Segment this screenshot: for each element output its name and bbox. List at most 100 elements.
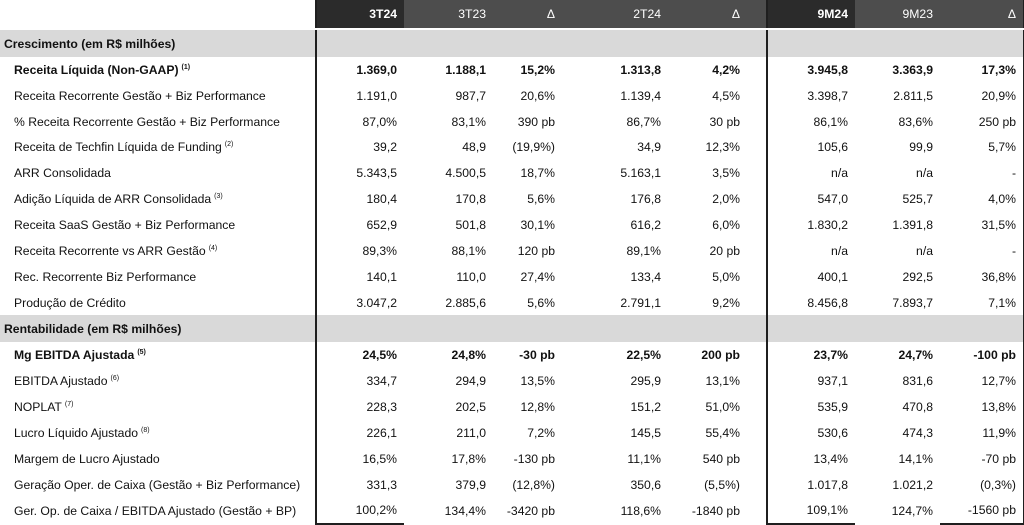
cell-delta-qoq: 51,0% bbox=[705, 400, 740, 415]
row-label-text: Produção de Crédito bbox=[14, 295, 126, 310]
cell-3t23: 294,9 bbox=[455, 374, 487, 389]
cell-3t24: 39,2 bbox=[315, 134, 404, 161]
table-row: Geração Oper. de Caixa (Gestão + Biz Per… bbox=[0, 471, 1024, 498]
cell-3t24: 1.369,0 bbox=[315, 57, 404, 83]
header-delta-qoq: Δ bbox=[668, 0, 747, 30]
cell-delta-qoq: -1840 pb bbox=[691, 503, 740, 518]
cell-delta-9m: (0,3%) bbox=[940, 471, 1024, 498]
header-row: 3T24 3T23 Δ 2T24 Δ 9M24 9M23 Δ bbox=[0, 0, 1024, 30]
table-row: Receita de Techfin Líquida de Funding (2)… bbox=[0, 134, 1024, 161]
cell-3t24: 331,3 bbox=[315, 471, 404, 498]
table-row: Ger. Op. de Caixa / EBITDA Ajustado (Ges… bbox=[0, 497, 1024, 525]
cell-delta-yoy: 390 pb bbox=[517, 114, 555, 129]
cell-2t24: 5.163,1 bbox=[620, 166, 661, 181]
section-filler-cell bbox=[668, 29, 747, 57]
cell-delta-9m: - bbox=[940, 160, 1024, 187]
column-gap bbox=[562, 342, 584, 368]
cell-3t23: 170,8 bbox=[455, 192, 487, 207]
cell-3t23: 2.885,6 bbox=[445, 295, 486, 310]
column-gap bbox=[562, 264, 584, 290]
cell-delta-yoy: 13,5% bbox=[520, 374, 555, 389]
table-row: Receita Recorrente Gestão + Biz Performa… bbox=[0, 82, 1024, 109]
cell-delta-yoy: 120 pb bbox=[517, 243, 555, 258]
column-gap bbox=[747, 109, 767, 135]
cell-2t24: 89,1% bbox=[626, 243, 661, 258]
cell-3t23: 17,8% bbox=[451, 451, 486, 466]
section-filler-cell bbox=[315, 29, 404, 57]
cell-3t24: 24,5% bbox=[315, 342, 404, 369]
cell-3t24: 16,5% bbox=[315, 445, 404, 472]
cell-3t23: 134,4% bbox=[444, 503, 486, 518]
row-label-text: Rec. Recorrente Biz Performance bbox=[14, 269, 197, 284]
cell-2t24: 176,8 bbox=[630, 192, 662, 207]
section-filler-cell bbox=[855, 315, 940, 343]
cell-9m24: 1.830,2 bbox=[766, 212, 855, 238]
cell-delta-yoy: (12,8%) bbox=[512, 477, 555, 492]
cell-3t23: 88,1% bbox=[451, 243, 486, 258]
footnote-marker: (3) bbox=[214, 193, 223, 201]
cell-9m24: 3.945,8 bbox=[766, 57, 855, 83]
row-label: EBITDA Ajustado (6) bbox=[0, 368, 316, 394]
cell-9m23: 1.391,8 bbox=[892, 217, 933, 232]
section-filler-cell bbox=[493, 315, 562, 343]
cell-9m24: 530,6 bbox=[766, 419, 855, 446]
row-label: ARR Consolidada bbox=[0, 160, 316, 186]
row-label: Rec. Recorrente Biz Performance bbox=[0, 264, 316, 290]
section-filler-cell bbox=[562, 29, 584, 57]
footnote-marker: (2) bbox=[224, 141, 234, 149]
cell-9m23: 831,6 bbox=[902, 374, 934, 389]
cell-9m24: 937,1 bbox=[766, 368, 855, 395]
cell-3t24: 180,4 bbox=[315, 186, 404, 213]
cell-9m24: 8.456,8 bbox=[766, 289, 855, 316]
cell-2t24: 11,1% bbox=[627, 451, 661, 466]
row-label-text: Receita SaaS Gestão + Biz Performance bbox=[14, 217, 236, 232]
column-gap bbox=[562, 186, 584, 212]
cell-3t24: 228,3 bbox=[315, 394, 404, 420]
cell-2t24: 151,2 bbox=[630, 400, 662, 415]
cell-delta-yoy: 5,6% bbox=[527, 192, 555, 207]
row-label: NOPLAT (7) bbox=[0, 394, 316, 420]
cell-9m24: 400,1 bbox=[766, 263, 855, 290]
section-title: Crescimento (em R$ milhões) bbox=[0, 29, 316, 57]
column-gap bbox=[747, 186, 767, 212]
column-gap bbox=[562, 135, 584, 161]
table-row: Receita Líquida (Non-GAAP) (1) 1.369,0 1.18… bbox=[0, 57, 1024, 83]
cell-2t24: 295,9 bbox=[630, 374, 662, 389]
column-gap bbox=[747, 135, 767, 161]
section-filler-cell bbox=[747, 315, 767, 343]
cell-3t24: 140,1 bbox=[315, 263, 404, 290]
table-row: Rec. Recorrente Biz Performance 140,1 110,… bbox=[0, 263, 1024, 290]
column-gap bbox=[747, 420, 767, 446]
row-label: % Receita Recorrente Gestão + Biz Perfor… bbox=[0, 109, 316, 135]
column-gap bbox=[747, 212, 767, 238]
table-row: Margem de Lucro Ajustado 16,5% 17,8% -130 p… bbox=[0, 445, 1024, 472]
cell-delta-qoq: 2,0% bbox=[712, 192, 740, 207]
cell-delta-yoy: 30,1% bbox=[520, 217, 555, 232]
column-gap bbox=[747, 394, 767, 420]
cell-9m23: 470,8 bbox=[902, 400, 934, 415]
cell-9m23: 14,1% bbox=[898, 451, 933, 466]
column-gap bbox=[562, 420, 584, 446]
cell-delta-qoq: 55,4% bbox=[705, 425, 740, 440]
cell-3t23: 202,5 bbox=[455, 400, 487, 415]
table-row: Adição Líquida de ARR Consolidada (3) 180,… bbox=[0, 186, 1024, 213]
cell-delta-yoy: 20,6% bbox=[520, 88, 555, 103]
cell-9m23: n/a bbox=[916, 243, 933, 258]
cell-3t24: 3.047,2 bbox=[315, 289, 404, 316]
footnote-marker: (1) bbox=[181, 63, 191, 71]
column-gap bbox=[562, 109, 584, 135]
cell-delta-9m: 17,3% bbox=[940, 57, 1024, 83]
cell-delta-9m: 12,7% bbox=[940, 368, 1024, 395]
cell-9m23: 1.021,2 bbox=[892, 477, 933, 492]
footnote-marker: (8) bbox=[141, 426, 150, 434]
row-label-text: Receita Líquida (Non-GAAP) bbox=[14, 62, 179, 77]
row-label-text: Receita de Techfin Líquida de Funding bbox=[14, 140, 222, 155]
footnote-marker: (5) bbox=[137, 349, 146, 357]
section-filler-cell bbox=[668, 315, 747, 343]
cell-delta-9m: 250 pb bbox=[940, 108, 1024, 135]
header-9m24: 9M24 bbox=[766, 0, 855, 30]
header-delta-yoy: Δ bbox=[493, 0, 562, 30]
cell-9m24: n/a bbox=[766, 237, 855, 264]
header-3t23: 3T23 bbox=[404, 0, 493, 30]
cell-delta-yoy: 5,6% bbox=[527, 295, 555, 310]
